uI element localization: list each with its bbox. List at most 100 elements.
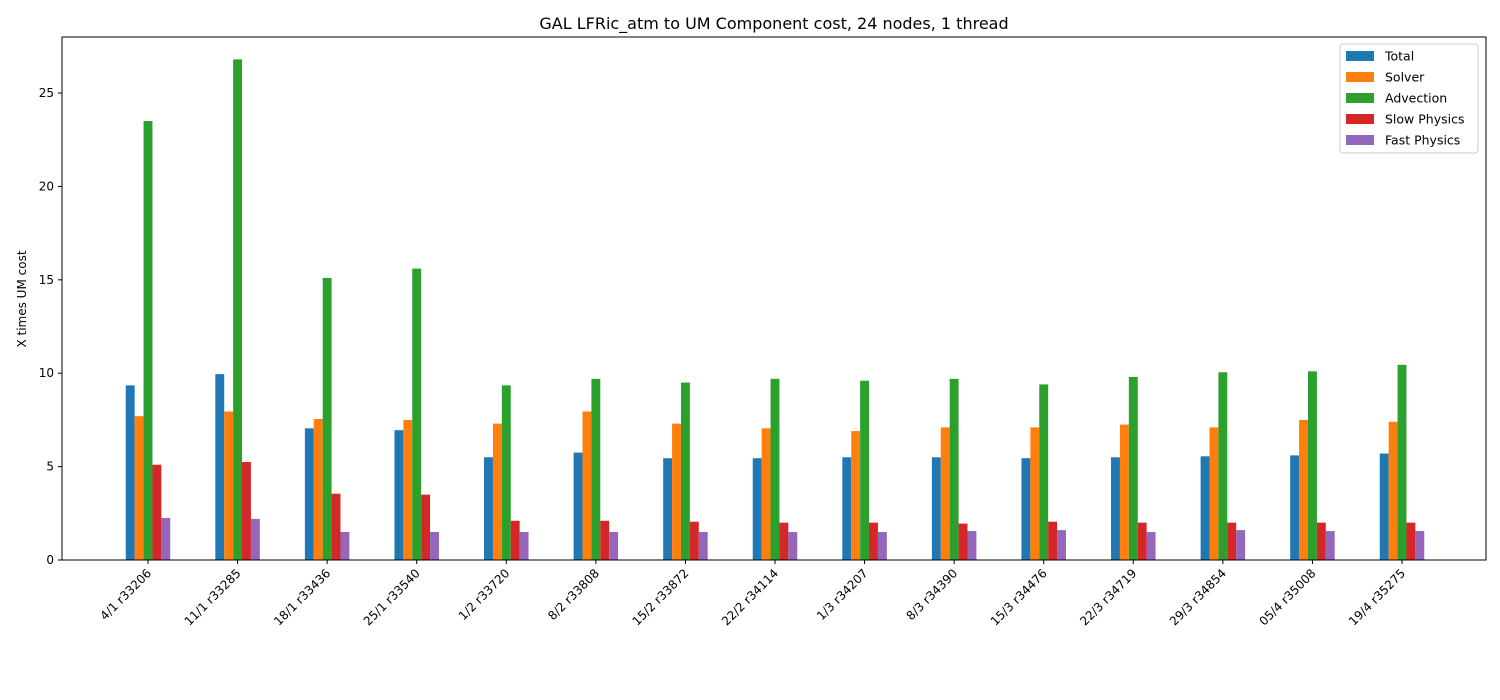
bar-fast-physics-6 bbox=[698, 531, 708, 560]
bar-slow-physics-12 bbox=[1227, 522, 1237, 560]
bar-fast-physics-8 bbox=[877, 531, 887, 560]
bar-slow-physics-1 bbox=[242, 461, 251, 560]
bar-total-6 bbox=[663, 458, 673, 560]
legend-swatch bbox=[1346, 72, 1374, 82]
bar-total-14 bbox=[1379, 453, 1389, 560]
bar-solver-3 bbox=[403, 419, 413, 560]
x-tick-label: 29/3 r34854 bbox=[1167, 566, 1229, 628]
x-tick-label: 15/3 r34476 bbox=[988, 566, 1050, 628]
bar-advection-0 bbox=[143, 121, 153, 561]
bar-total-2 bbox=[304, 428, 314, 560]
x-tick-label: 18/1 r33436 bbox=[271, 566, 333, 628]
bar-advection-8 bbox=[860, 380, 870, 560]
bar-solver-8 bbox=[851, 431, 861, 560]
bar-slow-physics-13 bbox=[1316, 522, 1326, 560]
legend-swatch bbox=[1346, 51, 1374, 61]
bar-advection-14 bbox=[1397, 364, 1407, 560]
bar-fast-physics-13 bbox=[1325, 531, 1335, 560]
y-tick-label: 15 bbox=[39, 273, 54, 287]
bar-solver-5 bbox=[582, 411, 592, 560]
legend-label: Total bbox=[1384, 49, 1414, 64]
bar-total-8 bbox=[842, 457, 852, 560]
x-tick-label: 4/1 r33206 bbox=[97, 566, 154, 623]
x-tick-label: 15/2 r33872 bbox=[629, 566, 691, 628]
x-tick-label: 22/2 r34114 bbox=[719, 566, 781, 628]
bar-advection-9 bbox=[949, 378, 959, 560]
bar-fast-physics-10 bbox=[1057, 530, 1066, 560]
bar-slow-physics-3 bbox=[421, 494, 431, 561]
legend-swatch bbox=[1346, 114, 1374, 124]
bar-solver-12 bbox=[1209, 427, 1219, 560]
bar-total-5 bbox=[573, 452, 583, 560]
bar-fast-physics-1 bbox=[250, 518, 260, 560]
bar-total-10 bbox=[1021, 458, 1031, 560]
bar-fast-physics-14 bbox=[1415, 531, 1425, 560]
bar-total-1 bbox=[215, 374, 225, 560]
bar-slow-physics-10 bbox=[1048, 521, 1058, 560]
bar-total-9 bbox=[931, 457, 941, 560]
y-tick-label: 0 bbox=[46, 553, 54, 567]
x-tick-label: 1/2 r33720 bbox=[456, 566, 513, 623]
bar-slow-physics-2 bbox=[331, 493, 341, 560]
legend-swatch bbox=[1346, 93, 1374, 103]
y-tick-label: 25 bbox=[39, 86, 54, 100]
x-tick-label: 8/3 r34390 bbox=[904, 566, 961, 623]
y-axis-label: X times UM cost bbox=[15, 250, 29, 347]
bar-slow-physics-6 bbox=[689, 521, 699, 560]
bar-slow-physics-14 bbox=[1406, 522, 1416, 560]
y-tick-label: 20 bbox=[39, 179, 54, 193]
x-tick-label: 11/1 r33285 bbox=[182, 566, 244, 628]
bar-advection-3 bbox=[412, 268, 422, 560]
bar-solver-7 bbox=[761, 428, 771, 560]
legend-label: Slow Physics bbox=[1385, 112, 1464, 127]
bar-total-7 bbox=[752, 458, 762, 560]
bar-advection-4 bbox=[501, 385, 511, 560]
bar-solver-10 bbox=[1030, 427, 1040, 560]
bar-solver-6 bbox=[672, 423, 681, 560]
y-tick-label: 10 bbox=[39, 366, 54, 380]
bar-slow-physics-8 bbox=[869, 522, 878, 560]
bar-total-12 bbox=[1200, 456, 1210, 560]
bar-solver-4 bbox=[492, 423, 502, 560]
bar-solver-1 bbox=[224, 411, 234, 560]
legend-label: Advection bbox=[1385, 91, 1447, 106]
bar-slow-physics-7 bbox=[779, 522, 789, 560]
bar-total-11 bbox=[1111, 457, 1120, 560]
y-tick-label: 5 bbox=[46, 460, 54, 474]
bar-solver-14 bbox=[1388, 421, 1398, 560]
bar-slow-physics-11 bbox=[1137, 522, 1147, 560]
bar-solver-9 bbox=[940, 427, 950, 560]
bar-fast-physics-3 bbox=[430, 531, 439, 560]
bar-solver-11 bbox=[1119, 424, 1129, 560]
bar-slow-physics-0 bbox=[152, 464, 162, 560]
bar-solver-0 bbox=[134, 416, 144, 560]
x-tick-label: 25/1 r33540 bbox=[361, 566, 423, 628]
x-tick-label: 05/4 r35008 bbox=[1256, 566, 1318, 628]
legend-label: Solver bbox=[1385, 70, 1425, 85]
x-tick-label: 22/3 r34719 bbox=[1077, 566, 1139, 628]
chart-title: GAL LFRic_atm to UM Component cost, 24 n… bbox=[539, 14, 1008, 34]
bars-group bbox=[125, 59, 1425, 561]
bar-slow-physics-9 bbox=[958, 523, 968, 560]
legend-box bbox=[1339, 43, 1479, 154]
x-tick-label: 8/2 r33808 bbox=[545, 566, 602, 623]
bar-total-0 bbox=[125, 385, 135, 560]
x-tick-label: 1/3 r34207 bbox=[814, 566, 871, 623]
bar-advection-11 bbox=[1128, 376, 1138, 560]
bar-total-3 bbox=[394, 430, 404, 560]
bar-fast-physics-7 bbox=[788, 531, 798, 560]
bar-advection-1 bbox=[233, 59, 243, 560]
bar-advection-10 bbox=[1039, 384, 1049, 560]
plot-frame bbox=[61, 36, 1487, 561]
bar-fast-physics-11 bbox=[1146, 531, 1156, 560]
bar-fast-physics-4 bbox=[519, 531, 529, 560]
bar-slow-physics-5 bbox=[600, 520, 610, 560]
bar-fast-physics-0 bbox=[161, 517, 171, 560]
bar-fast-physics-5 bbox=[609, 531, 619, 560]
bar-advection-6 bbox=[680, 382, 690, 560]
legend-label: Fast Physics bbox=[1385, 133, 1460, 148]
legend-swatch bbox=[1346, 135, 1374, 145]
bar-advection-13 bbox=[1307, 371, 1317, 560]
bar-advection-2 bbox=[322, 277, 332, 560]
